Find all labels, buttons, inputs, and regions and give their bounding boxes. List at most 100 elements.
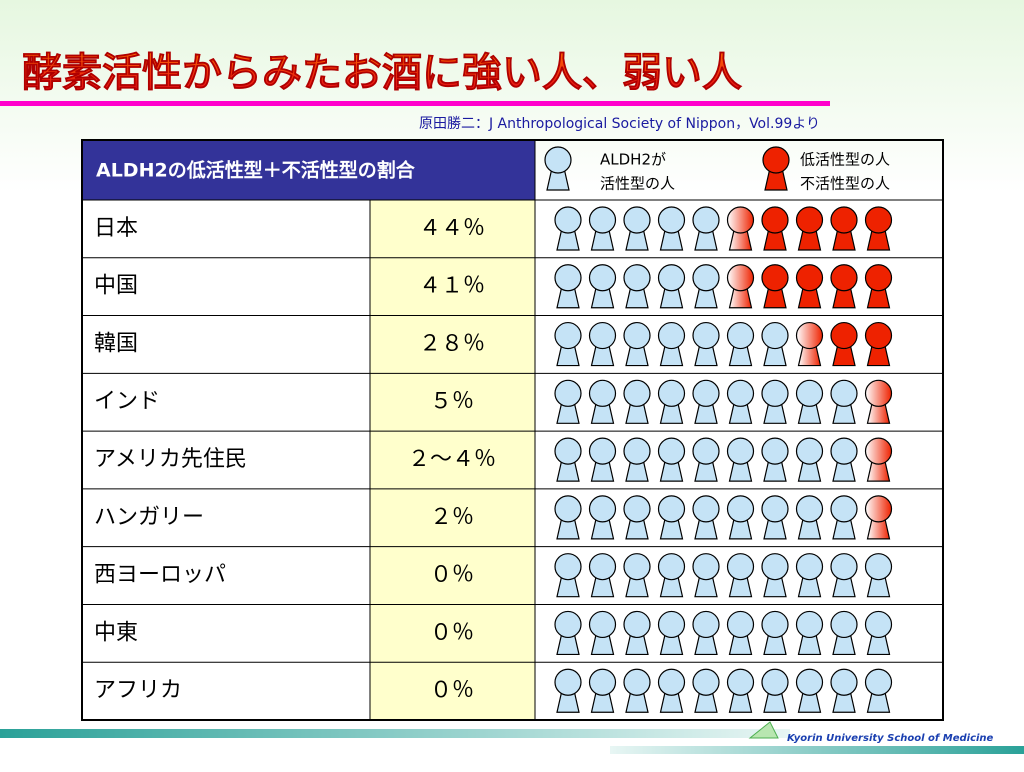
icon-head bbox=[588, 495, 617, 523]
person-icon bbox=[554, 668, 582, 713]
person-icon bbox=[864, 553, 893, 598]
person-icon bbox=[830, 668, 858, 713]
icon-head bbox=[830, 264, 858, 292]
icon-head bbox=[588, 379, 617, 407]
icon-head bbox=[623, 264, 651, 292]
person-icon bbox=[692, 321, 720, 367]
person-icon bbox=[657, 668, 686, 713]
percentage: ０％ bbox=[430, 678, 474, 703]
icon-head bbox=[623, 553, 651, 581]
person-icon bbox=[864, 668, 893, 713]
person-icon bbox=[588, 379, 617, 424]
icon-head bbox=[726, 321, 755, 350]
percentage: ４４％ bbox=[419, 216, 485, 241]
person-icon bbox=[554, 553, 582, 598]
person-icon bbox=[588, 321, 617, 367]
header-text: ALDH2の低活性型＋不活性型の割合 bbox=[96, 159, 416, 182]
icon-head bbox=[726, 264, 755, 292]
icon-head bbox=[761, 264, 789, 292]
person-icon bbox=[554, 321, 582, 367]
person-icon bbox=[795, 264, 824, 309]
person-icon bbox=[762, 146, 790, 191]
person-icon bbox=[795, 553, 824, 598]
pct-cell bbox=[370, 662, 535, 720]
person-icon bbox=[761, 437, 789, 482]
region-name: アメリカ先住民 bbox=[94, 447, 247, 472]
pct-cell bbox=[370, 546, 535, 605]
icon-head bbox=[554, 321, 582, 350]
icon-head bbox=[554, 379, 582, 407]
footer-text: Kyorin University School of Medicine bbox=[787, 733, 994, 744]
region-name: アフリカ bbox=[94, 678, 182, 703]
person-icon bbox=[692, 553, 720, 598]
icon-head bbox=[864, 553, 893, 581]
icon-head bbox=[623, 495, 651, 523]
region-name: 日本 bbox=[94, 216, 138, 241]
icon-head bbox=[623, 668, 651, 696]
icon-head bbox=[623, 206, 651, 234]
person-icon bbox=[588, 495, 617, 540]
person-icon bbox=[830, 321, 858, 367]
icon-head bbox=[588, 437, 617, 465]
icon-head bbox=[761, 379, 789, 407]
person-icon bbox=[692, 495, 720, 540]
person-icon bbox=[692, 206, 720, 251]
person-icon bbox=[761, 495, 789, 540]
icon-head bbox=[692, 553, 720, 581]
icon-head bbox=[795, 264, 824, 292]
pct-cell bbox=[370, 257, 535, 316]
icon-head bbox=[588, 206, 617, 234]
person-icon bbox=[761, 668, 789, 713]
person-icon bbox=[761, 610, 789, 656]
icon-head bbox=[588, 668, 617, 696]
person-icon bbox=[830, 495, 858, 540]
icon-head bbox=[761, 206, 789, 234]
icon-head bbox=[761, 437, 789, 465]
percentage: ０％ bbox=[430, 620, 474, 645]
icon-head bbox=[657, 321, 686, 350]
person-icon bbox=[864, 610, 893, 656]
person-icon bbox=[830, 553, 858, 598]
person-icon bbox=[761, 264, 789, 309]
legend-text: 不活性型の人 bbox=[800, 175, 890, 193]
icon-head bbox=[762, 146, 790, 174]
pct-cell bbox=[370, 200, 535, 258]
icon-head bbox=[588, 321, 617, 350]
icon-head bbox=[864, 206, 893, 234]
footer-bar bbox=[0, 729, 790, 738]
person-icon bbox=[623, 553, 651, 598]
person-icon bbox=[795, 437, 824, 482]
person-icon bbox=[864, 495, 893, 540]
icon-head bbox=[657, 264, 686, 292]
icon-head bbox=[761, 668, 789, 696]
legend-text: 活性型の人 bbox=[600, 175, 675, 193]
person-icon bbox=[692, 668, 720, 713]
person-icon bbox=[795, 206, 824, 251]
person-icon bbox=[623, 495, 651, 540]
person-icon bbox=[623, 264, 651, 309]
icon-head bbox=[692, 264, 720, 292]
person-icon bbox=[726, 668, 755, 713]
person-icon bbox=[623, 668, 651, 713]
person-icon bbox=[588, 610, 617, 656]
person-icon bbox=[726, 206, 755, 251]
person-icon bbox=[657, 437, 686, 482]
icon-head bbox=[726, 668, 755, 696]
icon-head bbox=[657, 206, 686, 234]
percentage: ０％ bbox=[430, 563, 474, 588]
person-icon bbox=[726, 264, 755, 309]
logo bbox=[748, 721, 779, 739]
percentage: ２％ bbox=[430, 505, 474, 530]
person-icon bbox=[692, 437, 720, 482]
icon-head bbox=[554, 610, 582, 639]
icon-head bbox=[657, 553, 686, 581]
icon-head bbox=[588, 610, 617, 639]
title-underline bbox=[0, 101, 830, 106]
person-icon bbox=[726, 610, 755, 656]
person-icon bbox=[657, 379, 686, 424]
person-icon bbox=[623, 321, 651, 367]
icon-head bbox=[864, 495, 893, 523]
title: 酵素活性からみたお酒に強い人、弱い人 bbox=[22, 50, 742, 96]
